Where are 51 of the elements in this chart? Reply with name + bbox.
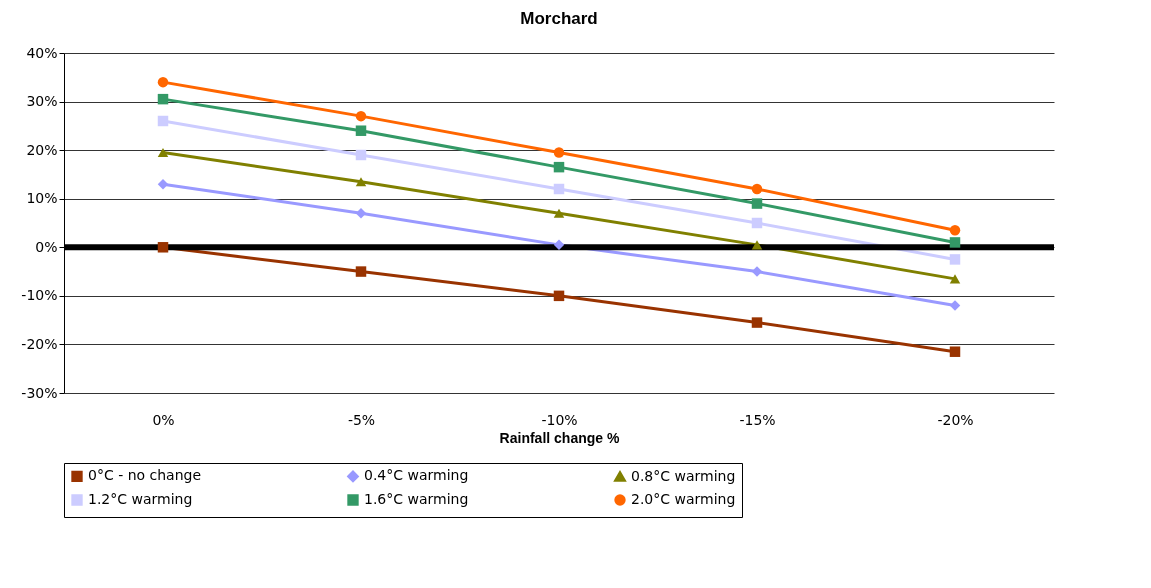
- point: [751, 266, 763, 277]
- legend-label: 0.4°C warming: [364, 467, 469, 484]
- point: [157, 148, 169, 158]
- legend-label: 2.0°C warming: [631, 491, 736, 507]
- point: [949, 300, 961, 311]
- chart-title: Morchard: [520, 9, 598, 28]
- point: [553, 290, 565, 302]
- y-tick-label: 0%: [35, 238, 58, 255]
- legend-label: 1.2°C warming: [88, 491, 193, 507]
- point: [553, 239, 565, 251]
- x-tick-label: -20%: [937, 411, 974, 428]
- x-axis-title: Rainfall change %: [499, 429, 620, 446]
- point: [553, 147, 565, 158]
- x-tick-label: -5%: [347, 411, 376, 428]
- point: [355, 208, 367, 219]
- point: [355, 125, 367, 136]
- point: [157, 115, 169, 127]
- point: [355, 266, 367, 277]
- point: [553, 183, 565, 195]
- point: [751, 317, 763, 328]
- y-tick-label: 10%: [26, 190, 58, 207]
- y-tick-label: -10%: [21, 287, 58, 304]
- legend-label: 0.8°C warming: [631, 467, 736, 484]
- legend-label: 1.6°C warming: [364, 491, 469, 507]
- point: [355, 149, 367, 161]
- point: [751, 198, 763, 209]
- point: [949, 346, 961, 357]
- x-tick-label: -15%: [739, 411, 776, 428]
- y-tick-label: -30%: [21, 384, 58, 401]
- point: [355, 177, 367, 187]
- y-tick-label: 30%: [26, 93, 58, 110]
- y-tick-label: 40%: [26, 44, 58, 61]
- point: [949, 274, 961, 284]
- point: [553, 161, 565, 173]
- point: [157, 178, 169, 190]
- y-tick-label: -20%: [21, 335, 58, 352]
- point: [157, 76, 169, 88]
- point: [751, 217, 763, 229]
- x-tick-label: -10%: [541, 411, 578, 428]
- point: [553, 208, 565, 218]
- legend-label: 0°C - no change: [88, 467, 202, 484]
- point: [157, 242, 169, 253]
- point: [949, 225, 961, 236]
- x-tick-label: 0%: [152, 411, 175, 428]
- point: [157, 93, 169, 105]
- point: [949, 237, 961, 248]
- y-tick-label: 20%: [26, 141, 58, 158]
- point: [751, 240, 763, 250]
- point: [949, 254, 961, 265]
- point: [751, 183, 763, 195]
- point: [355, 110, 367, 122]
